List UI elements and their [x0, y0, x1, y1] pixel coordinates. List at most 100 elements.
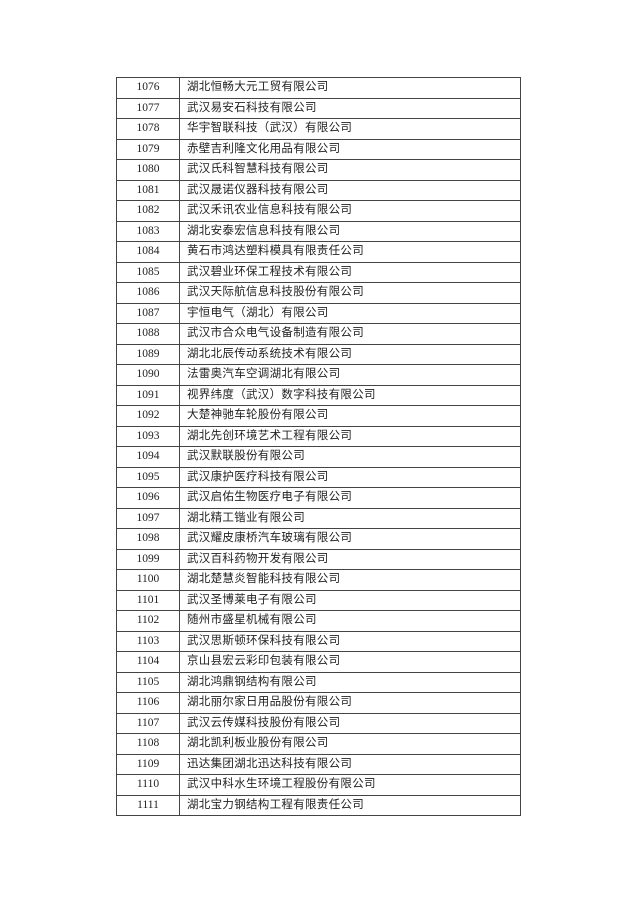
company-name: 武汉康护医疗科技有限公司 [179, 466, 521, 488]
row-number: 1080 [116, 159, 180, 181]
table-row: 1110 武汉中科水生环境工程股份有限公司 [116, 774, 521, 796]
company-name: 武汉圣博莱电子有限公司 [179, 589, 521, 611]
table-row: 1111 湖北宝力钢结构工程有限责任公司 [116, 794, 521, 816]
row-number: 1108 [116, 733, 180, 755]
table-row: 1091 视界纬度（武汉）数字科技有限公司 [116, 384, 521, 406]
company-name: 武汉市合众电气设备制造有限公司 [179, 323, 521, 345]
row-number: 1094 [116, 446, 180, 468]
row-number: 1104 [116, 651, 180, 673]
table-row: 1079 赤壁吉利隆文化用品有限公司 [116, 138, 521, 160]
row-number: 1076 [116, 77, 180, 99]
row-number: 1101 [116, 589, 180, 611]
company-table: 1076 湖北恒畅大元工贸有限公司 1077 武汉易安石科技有限公司 1078 华宇智联科… [116, 77, 521, 816]
table-row: 1087 宇恒电气（湖北）有限公司 [116, 302, 521, 324]
table-row: 1098 武汉耀皮康桥汽车玻璃有限公司 [116, 528, 521, 550]
company-name: 视界纬度（武汉）数字科技有限公司 [179, 384, 521, 406]
company-name: 武汉禾讯农业信息科技有限公司 [179, 200, 521, 222]
table-row: 1094 武汉默联股份有限公司 [116, 446, 521, 468]
table-row: 1093 湖北先创环境艺术工程有限公司 [116, 425, 521, 447]
company-name: 华宇智联科技（武汉）有限公司 [179, 118, 521, 140]
row-number: 1082 [116, 200, 180, 222]
table-row: 1102 随州市盛星机械有限公司 [116, 610, 521, 632]
company-name: 武汉氏科智慧科技有限公司 [179, 159, 521, 181]
company-name: 湖北丽尔家日用品股份有限公司 [179, 692, 521, 714]
table-row: 1095 武汉康护医疗科技有限公司 [116, 466, 521, 488]
row-number: 1089 [116, 343, 180, 365]
company-name: 武汉天际航信息科技股份有限公司 [179, 282, 521, 304]
table-row: 1101 武汉圣博莱电子有限公司 [116, 589, 521, 611]
row-number: 1077 [116, 97, 180, 119]
row-number: 1095 [116, 466, 180, 488]
row-number: 1090 [116, 364, 180, 386]
company-name: 宇恒电气（湖北）有限公司 [179, 302, 521, 324]
company-name: 湖北精工锴业有限公司 [179, 507, 521, 529]
row-number: 1100 [116, 569, 180, 591]
row-number: 1079 [116, 138, 180, 160]
company-name: 武汉默联股份有限公司 [179, 446, 521, 468]
company-name: 湖北凯利板业股份有限公司 [179, 733, 521, 755]
row-number: 1111 [116, 794, 180, 816]
table-row: 1100 湖北楚慧炎智能科技有限公司 [116, 569, 521, 591]
company-name: 赤壁吉利隆文化用品有限公司 [179, 138, 521, 160]
company-name: 湖北恒畅大元工贸有限公司 [179, 77, 521, 99]
company-name: 武汉中科水生环境工程股份有限公司 [179, 774, 521, 796]
table-row: 1077 武汉易安石科技有限公司 [116, 97, 521, 119]
company-name: 黄石市鸿达塑料模具有限责任公司 [179, 241, 521, 263]
table-row: 1086 武汉天际航信息科技股份有限公司 [116, 282, 521, 304]
table-row: 1088 武汉市合众电气设备制造有限公司 [116, 323, 521, 345]
row-number: 1099 [116, 548, 180, 570]
row-number: 1086 [116, 282, 180, 304]
table-row: 1081 武汉晟诺仪器科技有限公司 [116, 179, 521, 201]
company-name: 武汉易安石科技有限公司 [179, 97, 521, 119]
table-row: 1076 湖北恒畅大元工贸有限公司 [116, 77, 521, 99]
table-row: 1084 黄石市鸿达塑料模具有限责任公司 [116, 241, 521, 263]
company-name: 武汉碧业环保工程技术有限公司 [179, 261, 521, 283]
table-row: 1106 湖北丽尔家日用品股份有限公司 [116, 692, 521, 714]
row-number: 1109 [116, 753, 180, 775]
company-name: 湖北先创环境艺术工程有限公司 [179, 425, 521, 447]
row-number: 1091 [116, 384, 180, 406]
company-name: 湖北北辰传动系统技术有限公司 [179, 343, 521, 365]
row-number: 1106 [116, 692, 180, 714]
table-row: 1107 武汉云传媒科技股份有限公司 [116, 712, 521, 734]
row-number: 1088 [116, 323, 180, 345]
company-name: 大楚神驰车轮股份有限公司 [179, 405, 521, 427]
row-number: 1097 [116, 507, 180, 529]
table-row: 1078 华宇智联科技（武汉）有限公司 [116, 118, 521, 140]
table-row: 1096 武汉启佑生物医疗电子有限公司 [116, 487, 521, 509]
table-row: 1097 湖北精工锴业有限公司 [116, 507, 521, 529]
company-name: 武汉云传媒科技股份有限公司 [179, 712, 521, 734]
row-number: 1096 [116, 487, 180, 509]
company-name: 京山县宏云彩印包装有限公司 [179, 651, 521, 673]
row-number: 1098 [116, 528, 180, 550]
table-row: 1099 武汉百科药物开发有限公司 [116, 548, 521, 570]
table-row: 1090 法雷奥汽车空调湖北有限公司 [116, 364, 521, 386]
table-row: 1105 湖北鸿鼎钢结构有限公司 [116, 671, 521, 693]
company-name: 武汉思斯顿环保科技有限公司 [179, 630, 521, 652]
row-number: 1093 [116, 425, 180, 447]
row-number: 1107 [116, 712, 180, 734]
table-row: 1108 湖北凯利板业股份有限公司 [116, 733, 521, 755]
company-name: 法雷奥汽车空调湖北有限公司 [179, 364, 521, 386]
table-row: 1109 迅达集团湖北迅达科技有限公司 [116, 753, 521, 775]
company-name: 迅达集团湖北迅达科技有限公司 [179, 753, 521, 775]
table-row: 1103 武汉思斯顿环保科技有限公司 [116, 630, 521, 652]
row-number: 1085 [116, 261, 180, 283]
row-number: 1084 [116, 241, 180, 263]
table-row: 1083 湖北安泰宏信息科技有限公司 [116, 220, 521, 242]
company-name: 武汉百科药物开发有限公司 [179, 548, 521, 570]
row-number: 1087 [116, 302, 180, 324]
row-number: 1102 [116, 610, 180, 632]
row-number: 1078 [116, 118, 180, 140]
table-row: 1080 武汉氏科智慧科技有限公司 [116, 159, 521, 181]
table-row: 1104 京山县宏云彩印包装有限公司 [116, 651, 521, 673]
table-row: 1092 大楚神驰车轮股份有限公司 [116, 405, 521, 427]
company-name: 湖北宝力钢结构工程有限责任公司 [179, 794, 521, 816]
row-number: 1092 [116, 405, 180, 427]
company-name: 湖北安泰宏信息科技有限公司 [179, 220, 521, 242]
company-name: 湖北鸿鼎钢结构有限公司 [179, 671, 521, 693]
row-number: 1083 [116, 220, 180, 242]
row-number: 1110 [116, 774, 180, 796]
table-row: 1089 湖北北辰传动系统技术有限公司 [116, 343, 521, 365]
